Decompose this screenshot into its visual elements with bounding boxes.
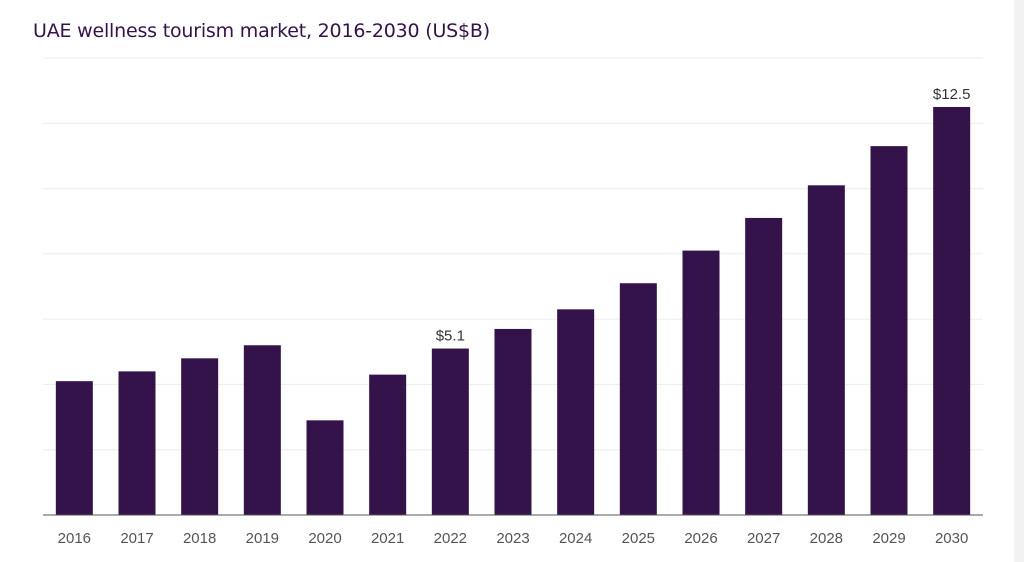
- bar-2030[interactable]: [933, 106, 971, 515]
- x-tick-label: 2029: [872, 530, 905, 547]
- bar-2024[interactable]: [557, 309, 595, 515]
- bar-2019[interactable]: [243, 345, 281, 515]
- data-label-2030: $12.5: [933, 86, 971, 103]
- bar-2017[interactable]: [118, 371, 156, 515]
- bar-2022[interactable]: [431, 348, 469, 515]
- chart-title: UAE wellness tourism market, 2016-2030 (…: [33, 20, 490, 42]
- data-label-2022: $5.1: [436, 328, 465, 345]
- x-tick-label: 2023: [496, 530, 529, 547]
- bar-2025[interactable]: [619, 283, 657, 515]
- bar-2020[interactable]: [306, 420, 344, 515]
- x-tick-label: 2025: [622, 530, 655, 547]
- bar-2029[interactable]: [870, 146, 908, 515]
- bar-2021[interactable]: [369, 374, 407, 515]
- x-tick-label: 2021: [371, 530, 404, 547]
- bar-2023[interactable]: [494, 328, 532, 515]
- x-tick-label: 2024: [559, 530, 592, 547]
- x-tick-label: 2026: [684, 530, 717, 547]
- x-tick-label: 2028: [810, 530, 843, 547]
- bars: [55, 106, 971, 516]
- x-tick-label: 2020: [308, 530, 341, 547]
- x-tick-labels: 2016 2017 2018 2019 2020 2021 2022 2023 2024 2025…: [58, 530, 969, 547]
- page-edge: [1014, 0, 1024, 562]
- bar-2018[interactable]: [181, 358, 219, 515]
- bar-2028[interactable]: [807, 185, 845, 516]
- data-labels: $5.1 $12.5: [436, 86, 971, 345]
- bar-2016[interactable]: [55, 381, 93, 515]
- x-tick-label: 2027: [747, 530, 780, 547]
- bar-2026[interactable]: [682, 250, 720, 516]
- x-tick-label: 2019: [246, 530, 279, 547]
- x-tick-label: 2030: [935, 530, 968, 547]
- x-tick-label: 2016: [58, 530, 91, 547]
- x-tick-label: 2022: [434, 530, 467, 547]
- x-tick-label: 2018: [183, 530, 216, 547]
- x-tick-label: 2017: [120, 530, 153, 547]
- bar-2027[interactable]: [745, 217, 783, 515]
